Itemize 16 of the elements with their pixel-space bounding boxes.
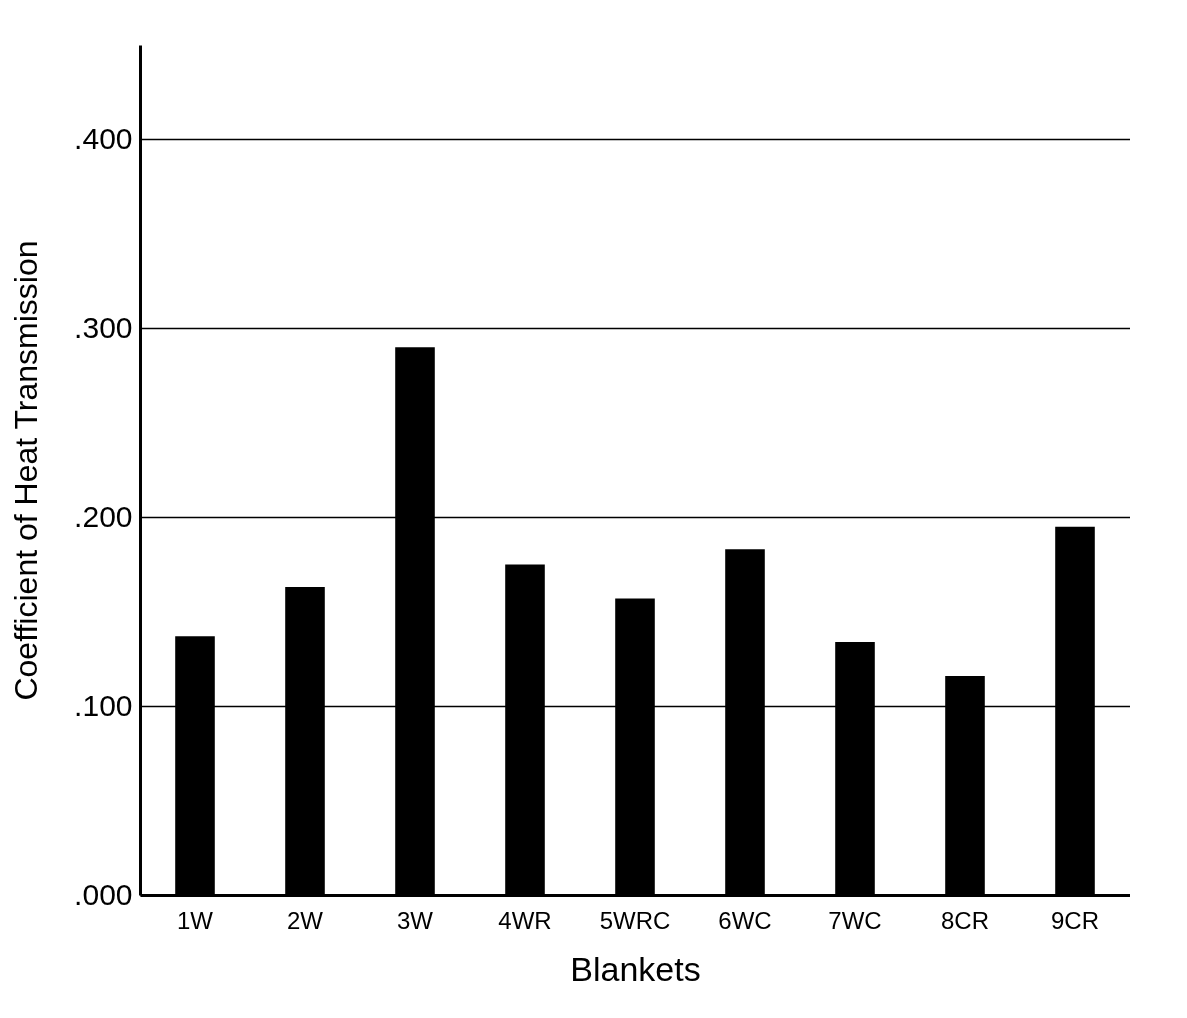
x-tick-label: 8CR xyxy=(940,906,990,934)
y-tick-label: .200 xyxy=(74,499,133,533)
y-tick-label: .300 xyxy=(74,310,133,344)
y-tick-label: .100 xyxy=(74,688,133,722)
x-tick-label: 4WR xyxy=(498,906,552,934)
x-tick-label: 1W xyxy=(177,906,214,934)
x-tick-label: 2W xyxy=(287,906,324,934)
x-tick-label: 6WC xyxy=(718,906,772,934)
y-axis-title: Coefficient of Heat Transmission xyxy=(8,240,45,701)
y-tick-label: .400 xyxy=(74,121,133,155)
x-tick-label: 9CR xyxy=(1050,906,1100,934)
x-tick-label: 5WRC xyxy=(599,906,671,934)
x-tick-label: 7WC xyxy=(828,906,882,934)
x-axis-title: Blankets xyxy=(570,949,701,988)
x-tick-label: 3W xyxy=(397,906,434,934)
y-tick-label: .000 xyxy=(74,877,133,911)
